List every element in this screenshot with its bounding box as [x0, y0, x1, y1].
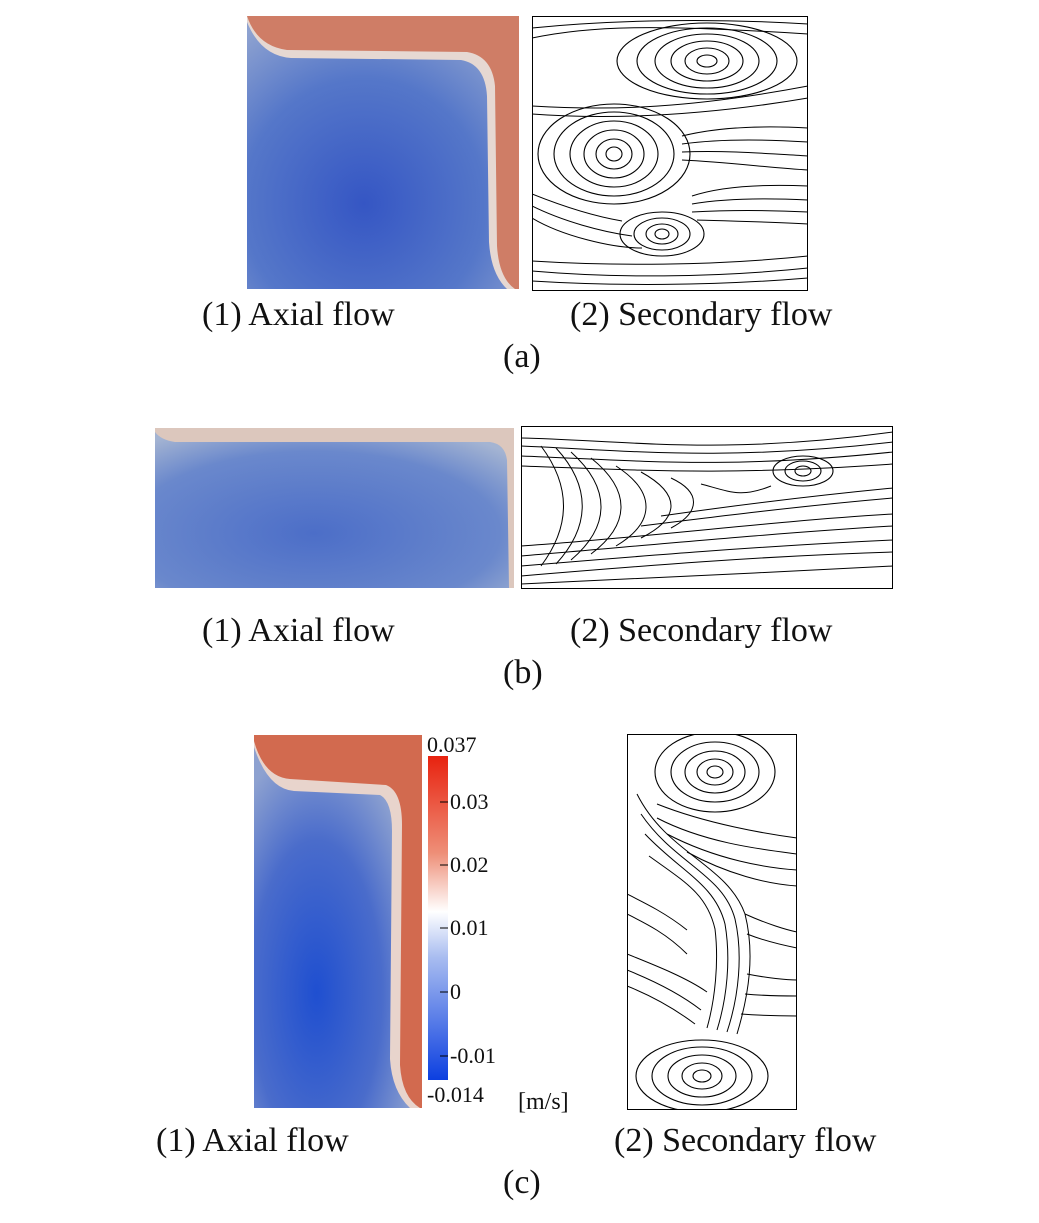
secondary-flow-label-a: (2) Secondary flow — [570, 296, 833, 333]
axial-flow-panel-c — [254, 735, 422, 1108]
colorbar-tick: 0.03 — [450, 789, 489, 814]
axial-flow-panel-a — [247, 16, 519, 289]
secondary-flow-label-b: (2) Secondary flow — [570, 612, 833, 649]
axial-flow-label-c: (1) Axial flow — [156, 1122, 349, 1159]
caption-c: (c) — [503, 1164, 541, 1201]
axial-flow-label-a: (1) Axial flow — [202, 296, 395, 333]
colorbar-tick: 0.01 — [450, 915, 489, 940]
secondary-flow-label-c: (2) Secondary flow — [614, 1122, 877, 1159]
colorbar-unit: [m/s] — [518, 1089, 569, 1115]
axial-flow-label-b: (1) Axial flow — [202, 612, 395, 649]
secondary-flow-panel-b — [521, 426, 893, 589]
colorbar — [428, 756, 448, 1080]
colorbar-tick: 0.02 — [450, 852, 489, 877]
axial-flow-panel-b — [155, 428, 514, 588]
secondary-flow-panel-c — [627, 734, 797, 1110]
colorbar-tick-min: -0.014 — [427, 1082, 484, 1107]
caption-b: (b) — [503, 654, 543, 691]
secondary-flow-panel-a — [532, 16, 808, 291]
colorbar-tick-max: 0.037 — [427, 732, 477, 757]
colorbar-tick: -0.01 — [450, 1043, 496, 1068]
caption-a: (a) — [503, 338, 541, 375]
colorbar-tick: 0 — [450, 979, 461, 1004]
